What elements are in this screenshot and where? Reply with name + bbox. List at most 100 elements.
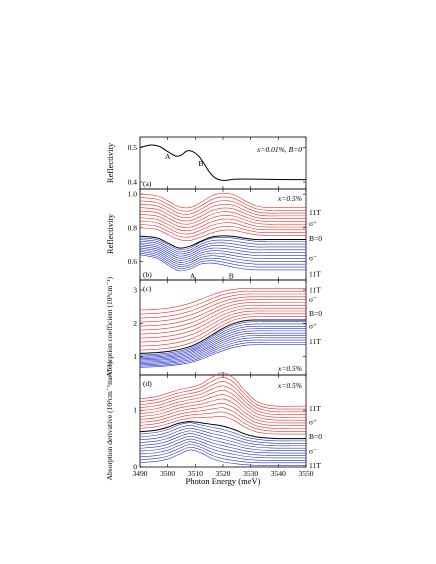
- panel-b-ytick-label-2: 1.0: [128, 190, 138, 199]
- panel-d-right-labels: 11T σ⁺ B=0 σ⁻ 11T: [309, 404, 322, 470]
- panel-b-ylabel: Reflectivity: [105, 213, 115, 254]
- panel-b-right-labels: 11T σ⁺ B=0 σ⁻ 11T: [309, 208, 322, 279]
- panel-c-zero-field-curve: [139, 319, 306, 354]
- panel-b-blue-curve-10: [139, 254, 306, 272]
- panel-b-red-curve-1: [139, 196, 306, 212]
- panel-d-red-curve-6: [139, 398, 306, 424]
- panel-d-blue-curve-3: [139, 430, 306, 449]
- panel-b-right-label-2: B=0: [309, 234, 322, 243]
- panel-b-blue-curve-1: [139, 239, 306, 253]
- panel-b-blue-curve-8: [139, 251, 306, 268]
- panel-c-red-curve-9: [139, 313, 306, 347]
- panel-b-red-curve-4: [139, 207, 306, 222]
- panel-b-blue-curve-6: [139, 247, 306, 263]
- panel-b-red-curve-10: [139, 227, 306, 241]
- panel-b-annotation: x=0.5%: [277, 194, 302, 203]
- panel-c-blue-curve-9: [139, 342, 306, 367]
- panel-b-red-curve-7: [139, 217, 306, 232]
- panel-b-feature-label-1: B: [229, 271, 234, 280]
- panel-c-ticks: 1 2 3: [133, 280, 307, 375]
- panel-a-annotation: x=0.01%, B=0: [256, 145, 302, 154]
- panel-c-blue-curve-4: [139, 330, 306, 361]
- panel-b-feature-label-0: A: [190, 271, 196, 280]
- x-tick-label-3: 3520: [216, 469, 231, 478]
- panel-d-curves: [139, 372, 307, 466]
- panel-c-ytick-label-0: 1: [133, 352, 137, 361]
- panel-b-tag: (b): [143, 270, 152, 279]
- panel-d-right-label-4: 11T: [309, 461, 321, 470]
- panel-a-tag: (a): [143, 179, 152, 188]
- panel-c: 1 2 3 Absorption coefficient (10⁵cm⁻¹) (c)…: [105, 277, 322, 377]
- panel-d-zero-field-curve: [139, 421, 306, 440]
- panel-d-blue-curve-7: [139, 441, 306, 459]
- panel-c-red-curve-10: [139, 316, 306, 351]
- panel-d-right-label-2: B=0: [309, 432, 322, 441]
- panel-d: 01 Absorption derivative (10⁴cm⁻¹meV⁻¹) …: [105, 361, 322, 480]
- panel-b-blue-curve-0: [139, 237, 306, 251]
- x-tick-label-5: 3540: [271, 469, 286, 478]
- panel-c-blue-curve-5: [139, 332, 306, 362]
- panel-b-right-label-0: 11T: [309, 208, 321, 217]
- panel-c-blue-curve-7: [139, 337, 306, 364]
- panel-a-series-0: [139, 144, 307, 181]
- panel-c-ylabel-text: Absorption coefficient (10⁵cm⁻¹): [105, 277, 114, 377]
- x-tick-label-0: 3490: [133, 469, 148, 478]
- panel-c-annotation: x=0.5%: [277, 364, 302, 373]
- panel-d-tag: (d): [143, 379, 152, 388]
- x-axis-tick-labels: 3490 3500 3510 3520 3530 3540 3550: [133, 469, 314, 478]
- panel-c-blue-curve-3: [139, 328, 306, 359]
- panel-d-red-curve-4: [139, 389, 306, 418]
- panel-c-red-curve-7: [139, 307, 306, 339]
- panel-d-red-curve-1: [139, 376, 306, 410]
- panel-b-blue-curve-3: [139, 242, 306, 257]
- x-tick-label-4: 3530: [243, 469, 258, 478]
- x-tick-label-2: 3510: [188, 469, 203, 478]
- panel-c-red-curve-1: [139, 290, 306, 315]
- panel-d-red-curve-10: [139, 415, 306, 435]
- panel-d-ylabel-text: Absorption derivative (10⁴cm⁻¹meV⁻¹): [105, 361, 114, 480]
- panel-c-ytick-label-2: 3: [133, 286, 137, 295]
- panel-b-red-curve-5: [139, 210, 306, 225]
- panel-d-blue-curve-0: [139, 422, 306, 442]
- panel-c-blue-curve-10: [139, 344, 306, 368]
- panel-b-red-curve-6: [139, 213, 306, 228]
- panel-d-blue-curve-2: [139, 427, 306, 447]
- panel-d-ylabel: Absorption derivative (10⁴cm⁻¹meV⁻¹): [105, 361, 114, 480]
- panel-c-blue-curve-1: [139, 323, 306, 357]
- panel-d-red-curve-3: [139, 385, 306, 415]
- panel-d-red-curve-2: [139, 381, 306, 413]
- panel-c-right-label-2: B=0: [309, 309, 322, 318]
- panel-b-blue-curve-9: [139, 252, 306, 270]
- panel-d-right-label-3: σ⁻: [309, 447, 317, 456]
- panel-d-blue-curve-9: [139, 446, 306, 464]
- panel-a-ylabel: Reflectivity: [105, 142, 115, 183]
- panel-a-feature-label-1: B: [198, 159, 203, 168]
- panel-c-red-curve-8: [139, 310, 306, 343]
- panel-d-red-curve-7: [139, 402, 306, 427]
- panel-a: 0.40.5 Reflectivity (a) x=0.01%, B=0 AB: [105, 136, 307, 190]
- panel-d-right-label-0: 11T: [309, 404, 321, 413]
- panel-d-ytick-label-1: 1: [133, 406, 137, 415]
- panel-d-blue-curve-8: [139, 444, 306, 461]
- panel-d-red-curve-9: [139, 411, 307, 432]
- panel-a-ytick-label-0: 0.4: [128, 178, 138, 187]
- panel-d-red-curve-8: [139, 407, 306, 429]
- panel-c-blue-curve-8: [139, 339, 306, 366]
- panel-b-ytick-label-1: 0.8: [128, 223, 138, 232]
- panel-b-curves: [139, 192, 306, 272]
- panel-d-blue-curve-6: [139, 438, 306, 456]
- panel-b-blue-curve-7: [139, 249, 306, 265]
- panel-c-curves: [139, 287, 307, 368]
- panel-a-ytick-label-1: 0.5: [128, 143, 138, 152]
- panel-c-right-label-1: σ⁻: [309, 295, 317, 304]
- panel-c-red-curve-5: [139, 302, 307, 331]
- panel-d-ytick-label-0: 0: [133, 463, 137, 472]
- panel-b-red-curve-0: [139, 192, 306, 209]
- panel-d-red-curve-0: [139, 372, 306, 407]
- panel-b-ytick-label-0: 0.6: [128, 257, 138, 266]
- panel-b-zero-field-curve: [139, 235, 306, 249]
- panel-d-red-curve-5: [139, 394, 306, 421]
